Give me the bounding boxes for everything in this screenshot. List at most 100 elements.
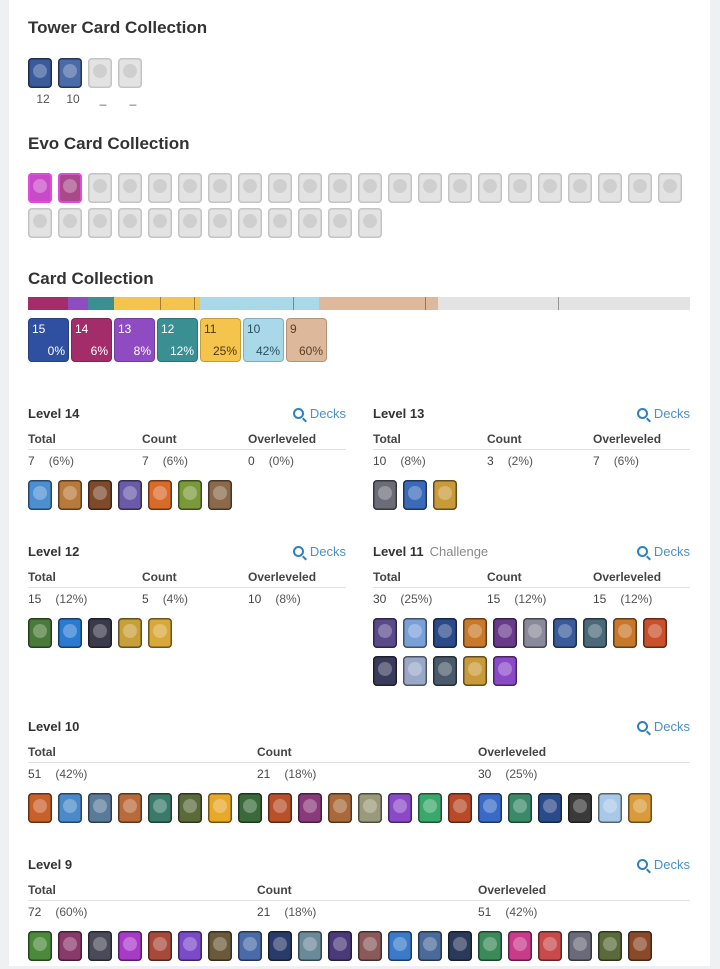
card-icon[interactable] <box>373 618 397 648</box>
level-chip[interactable]: 12 12% <box>157 318 198 362</box>
card-icon[interactable] <box>553 618 577 648</box>
decks-link[interactable]: Decks <box>636 857 690 872</box>
card-icon[interactable] <box>358 931 382 961</box>
card-icon[interactable] <box>28 618 52 648</box>
total-value: 7 (6%) <box>28 454 74 468</box>
evo-card-icon[interactable] <box>58 173 82 203</box>
card-icon[interactable] <box>208 480 232 510</box>
count-value: 15 (12%) <box>487 592 546 606</box>
card-icon[interactable] <box>268 931 292 961</box>
level-chip[interactable]: 13 8% <box>114 318 155 362</box>
evo-card-placeholder-icon <box>418 173 442 203</box>
card-icon[interactable] <box>88 480 112 510</box>
tower-card-placeholder-icon <box>118 58 142 88</box>
card-icon[interactable] <box>463 618 487 648</box>
card-icon[interactable] <box>88 793 112 823</box>
card-icon[interactable] <box>148 618 172 648</box>
card-icon[interactable] <box>118 480 142 510</box>
card-icon[interactable] <box>388 793 412 823</box>
card-icon[interactable] <box>298 793 322 823</box>
level-chip[interactable]: 9 60% <box>286 318 327 362</box>
card-icon[interactable] <box>463 656 487 686</box>
card-icon[interactable] <box>418 931 442 961</box>
card-icon[interactable] <box>508 793 532 823</box>
card-icon[interactable] <box>28 480 52 510</box>
card-icon[interactable] <box>568 793 592 823</box>
card-icon[interactable] <box>118 618 142 648</box>
card-icon[interactable] <box>403 480 427 510</box>
card-icon[interactable] <box>433 618 457 648</box>
total-header: Total <box>28 883 56 897</box>
level-chip[interactable]: 10 42% <box>243 318 284 362</box>
card-icon[interactable] <box>583 618 607 648</box>
count-value: 21 (18%) <box>257 905 316 919</box>
card-icon[interactable] <box>88 618 112 648</box>
decks-link[interactable]: Decks <box>292 406 346 421</box>
card-icon[interactable] <box>373 656 397 686</box>
decks-link[interactable]: Decks <box>636 544 690 559</box>
card-icon[interactable] <box>118 931 142 961</box>
card-icon[interactable] <box>88 931 112 961</box>
card-icon[interactable] <box>478 793 502 823</box>
card-icon[interactable] <box>148 793 172 823</box>
card-icon[interactable] <box>508 931 532 961</box>
card-icon[interactable] <box>538 793 562 823</box>
card-icon[interactable] <box>58 793 82 823</box>
card-icon[interactable] <box>403 656 427 686</box>
card-icon[interactable] <box>178 793 202 823</box>
card-icon[interactable] <box>523 618 547 648</box>
card-icon[interactable] <box>328 793 352 823</box>
card-icon[interactable] <box>118 793 142 823</box>
collection-progress-bar <box>28 297 690 310</box>
card-icon[interactable] <box>298 931 322 961</box>
card-icon[interactable] <box>148 931 172 961</box>
card-icon[interactable] <box>433 480 457 510</box>
card-icon[interactable] <box>388 931 412 961</box>
card-icon[interactable] <box>493 618 517 648</box>
card-icon[interactable] <box>208 931 232 961</box>
card-icon[interactable] <box>538 931 562 961</box>
card-icon[interactable] <box>238 931 262 961</box>
decks-link[interactable]: Decks <box>636 406 690 421</box>
card-icon[interactable] <box>178 480 202 510</box>
card-icon[interactable] <box>628 931 652 961</box>
evo-card-icon[interactable] <box>28 173 52 203</box>
decks-link[interactable]: Decks <box>636 719 690 734</box>
card-icon[interactable] <box>568 931 592 961</box>
card-icon[interactable] <box>148 480 172 510</box>
card-icon[interactable] <box>403 618 427 648</box>
overleveled-header: Overleveled <box>593 570 662 584</box>
collection-bar-segment <box>114 297 201 310</box>
card-icon[interactable] <box>448 931 472 961</box>
card-icon[interactable] <box>448 793 472 823</box>
card-icon[interactable] <box>208 793 232 823</box>
card-icon[interactable] <box>58 931 82 961</box>
level-chip[interactable]: 14 6% <box>71 318 112 362</box>
card-icon[interactable] <box>598 793 622 823</box>
level-chip[interactable]: 11 25% <box>200 318 241 362</box>
card-icon[interactable] <box>418 793 442 823</box>
card-icon[interactable] <box>268 793 292 823</box>
level-chip[interactable]: 15 0% <box>28 318 69 362</box>
card-icon[interactable] <box>358 793 382 823</box>
card-icon[interactable] <box>628 793 652 823</box>
card-icon[interactable] <box>478 931 502 961</box>
card-icon[interactable] <box>58 618 82 648</box>
card-icon[interactable] <box>178 931 202 961</box>
card-icon[interactable] <box>238 793 262 823</box>
card-icon[interactable] <box>58 480 82 510</box>
tower-card-icon[interactable] <box>58 58 82 88</box>
card-icon[interactable] <box>493 656 517 686</box>
total-number: 72 <box>28 905 42 919</box>
card-icon[interactable] <box>28 931 52 961</box>
card-icon[interactable] <box>328 931 352 961</box>
card-icon[interactable] <box>433 656 457 686</box>
tower-card-icon[interactable] <box>28 58 52 88</box>
card-icon[interactable] <box>28 793 52 823</box>
card-icon[interactable] <box>613 618 637 648</box>
card-icon[interactable] <box>373 480 397 510</box>
card-icon[interactable] <box>643 618 667 648</box>
total-percent: (42%) <box>55 767 88 781</box>
card-icon[interactable] <box>598 931 622 961</box>
decks-link[interactable]: Decks <box>292 544 346 559</box>
